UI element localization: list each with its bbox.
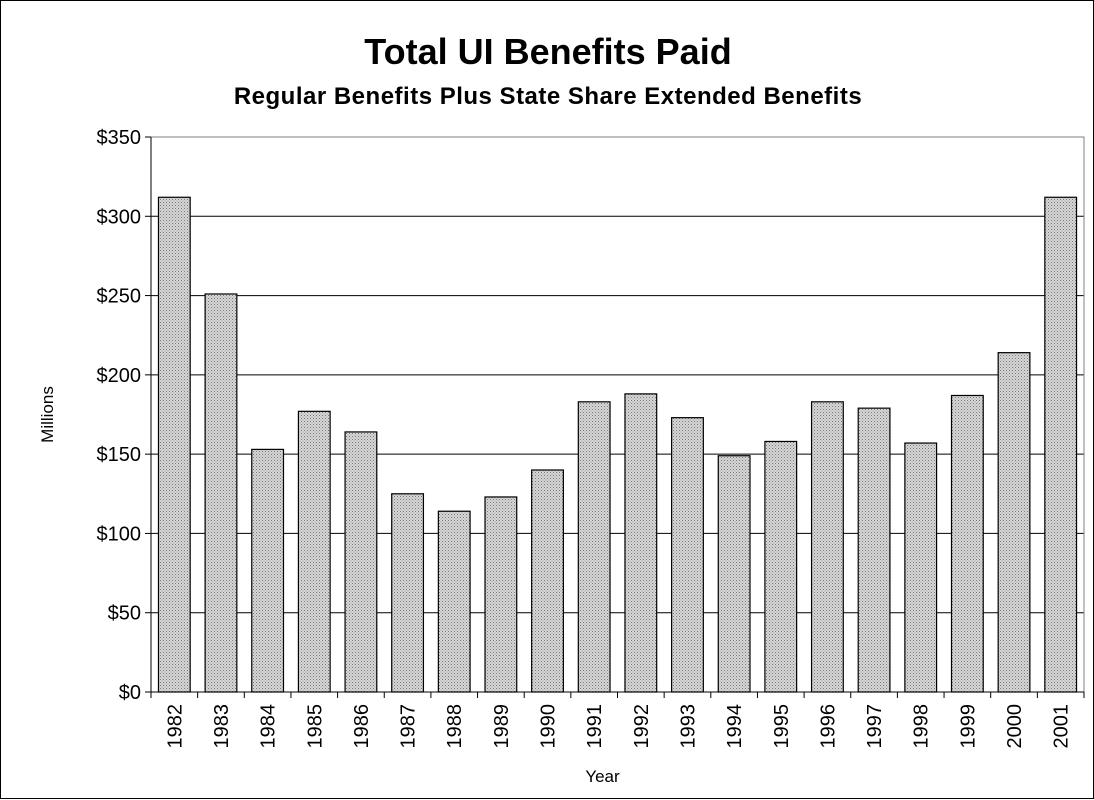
bar-1995 [764,440,798,693]
bar-2001 [1044,196,1078,693]
y-tick-label: $350 [97,127,142,149]
bar-1991 [577,401,611,693]
x-tick-label: 1995 [771,704,793,749]
x-tick-label: 1997 [864,704,886,749]
bar-1993 [671,417,704,693]
x-tick-label: 1986 [351,704,373,749]
bar-1987 [391,493,425,693]
x-tick-label: 1998 [911,704,933,749]
bar-1997 [857,407,891,693]
chart-subtitle: Regular Benefits Plus State Share Extend… [233,83,863,110]
x-tick-label: 1991 [584,704,606,749]
x-tick-label: 1987 [398,704,420,749]
plot-area [150,136,1085,693]
bar-1998 [904,442,938,693]
bar-1996 [810,401,844,693]
bar-1983 [204,293,238,693]
bar-1984 [251,448,285,693]
x-axis-label: Year [585,767,620,786]
x-tick-label: 1990 [538,704,560,749]
bar-1988 [437,510,471,693]
bar-1985 [297,410,331,693]
x-tick-label: 1988 [444,704,466,749]
chart-title: Total UI Benefits Paid [364,31,732,72]
x-tick-label: 1982 [164,704,186,749]
gridlines [151,136,1084,614]
x-tick-label: 1996 [817,704,839,749]
bar-2000 [997,352,1031,693]
x-tick-label: 1985 [304,704,326,749]
x-tick-label: 1989 [491,704,513,749]
bar-1986 [344,431,378,693]
y-tick-label: $200 [97,365,142,387]
x-tick-label: 2001 [1051,704,1073,749]
y-tick-label: $50 [108,603,141,625]
y-tick-label: $100 [97,523,142,545]
bar-1990 [531,469,564,693]
y-axis-label: Millions [38,386,57,443]
bar-1994 [717,455,751,693]
x-tick-label: 1983 [211,704,233,749]
y-tick-label: $0 [119,682,141,704]
bar-1992 [624,393,658,693]
axes [145,136,1085,698]
x-tick-label: 1992 [631,704,653,749]
y-tick-label: $300 [97,206,142,228]
x-tick-label: 1993 [677,704,699,749]
y-tick-labels: $0 $50 $100 $150 $200 $250 $300 $350 [97,127,142,704]
x-tick-label: 1999 [957,704,979,749]
x-tick-label: 2000 [1004,704,1026,749]
y-tick-label: $150 [97,444,142,466]
x-tick-labels: 1982 1983 1984 1985 1986 1987 1988 1989 1990 1991… [164,704,1072,749]
bar-1982 [157,196,191,693]
x-tick-label: 1984 [258,704,280,749]
y-tick-label: $250 [97,286,142,308]
bars [157,196,1078,693]
bar-1999 [950,394,984,693]
bar-1989 [484,496,518,693]
x-tick-label: 1994 [724,704,746,749]
